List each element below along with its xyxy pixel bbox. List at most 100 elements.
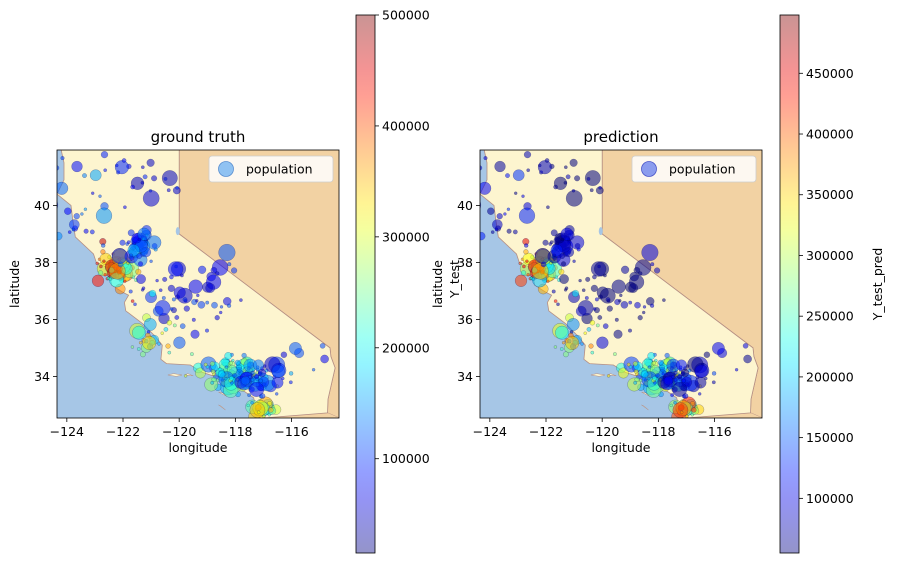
data-point	[558, 268, 565, 275]
data-point	[222, 297, 232, 306]
data-point	[632, 361, 638, 367]
data-point	[584, 170, 601, 187]
data-point	[565, 335, 580, 350]
y-tick-label: 38	[34, 255, 50, 270]
data-point	[171, 297, 176, 302]
data-point	[130, 184, 135, 190]
data-point	[641, 310, 646, 315]
data-point	[480, 181, 492, 195]
data-point	[119, 239, 126, 246]
data-point	[339, 386, 344, 391]
data-point	[173, 336, 186, 349]
data-point	[149, 259, 153, 264]
data-point	[183, 305, 190, 312]
data-point	[268, 407, 274, 413]
data-point	[694, 376, 707, 389]
data-point	[167, 261, 184, 277]
data-point	[570, 235, 585, 250]
colorbar-frame	[355, 14, 376, 554]
data-point	[520, 270, 527, 276]
chart-title: prediction	[583, 128, 658, 146]
data-point	[690, 413, 695, 417]
data-point	[550, 244, 563, 257]
data-point	[252, 418, 255, 421]
data-point	[620, 265, 630, 274]
colorbar-tick-label: 250000	[806, 309, 854, 324]
data-point	[553, 184, 558, 190]
data-point	[230, 267, 238, 274]
data-point	[590, 350, 595, 355]
data-point	[98, 194, 102, 198]
data-point	[597, 315, 603, 320]
data-point	[100, 243, 106, 248]
plot-area	[480, 150, 762, 418]
data-point	[232, 373, 237, 378]
y-tick-label: 40	[457, 198, 473, 213]
data-point	[195, 299, 199, 303]
data-point	[247, 393, 252, 398]
data-point	[211, 376, 217, 383]
data-point	[95, 261, 99, 266]
data-point	[612, 352, 617, 357]
data-point	[205, 300, 210, 305]
data-point	[166, 319, 173, 326]
y-axis-label: latitude	[430, 260, 445, 308]
axes-frame	[56, 149, 340, 419]
data-point	[252, 359, 264, 371]
channel-island	[218, 404, 226, 411]
data-point	[288, 341, 302, 355]
data-point	[90, 191, 95, 195]
data-point	[319, 342, 326, 349]
data-point	[161, 295, 166, 301]
data-point	[229, 375, 235, 381]
data-point	[258, 378, 263, 383]
data-point	[647, 352, 656, 360]
data-point	[102, 259, 106, 263]
x-tick-label: −116	[697, 424, 731, 439]
data-point	[250, 377, 255, 382]
data-point	[487, 207, 495, 215]
data-point	[663, 375, 674, 386]
data-point	[560, 237, 565, 242]
data-point	[71, 160, 83, 173]
data-point	[606, 305, 613, 312]
data-point	[673, 377, 678, 382]
data-point	[140, 165, 145, 170]
data-point	[80, 212, 84, 216]
data-point	[661, 372, 666, 376]
data-point	[549, 240, 554, 245]
data-point	[641, 243, 659, 262]
data-point	[602, 273, 607, 278]
data-point	[83, 228, 89, 234]
data-point	[136, 253, 143, 259]
data-point	[537, 160, 552, 175]
data-point	[97, 270, 104, 276]
y-tick-label: 36	[457, 312, 473, 327]
data-point	[100, 249, 106, 255]
chart-title: ground truth	[151, 128, 246, 146]
data-point	[560, 227, 574, 241]
colorbar-tick-label: 500000	[382, 8, 430, 23]
data-point	[128, 289, 133, 294]
data-point	[259, 393, 266, 399]
data-point	[121, 158, 127, 163]
data-point	[662, 298, 666, 302]
data-point	[563, 180, 568, 185]
colorbar-tick-label: 350000	[806, 187, 854, 202]
data-point	[553, 299, 558, 303]
y-tick-label: 38	[457, 255, 473, 270]
data-point	[224, 352, 233, 360]
data-point	[224, 365, 229, 369]
legend: population	[208, 155, 334, 183]
x-tick-label: −120	[162, 424, 196, 439]
data-point	[188, 279, 203, 294]
x-tick-label: −120	[585, 424, 619, 439]
data-point	[526, 168, 531, 173]
data-point	[67, 230, 72, 234]
legend: population	[631, 155, 757, 183]
data-point	[64, 207, 72, 215]
channel-island	[590, 373, 606, 377]
x-axis-label: longitude	[169, 440, 228, 455]
data-point	[165, 343, 171, 349]
